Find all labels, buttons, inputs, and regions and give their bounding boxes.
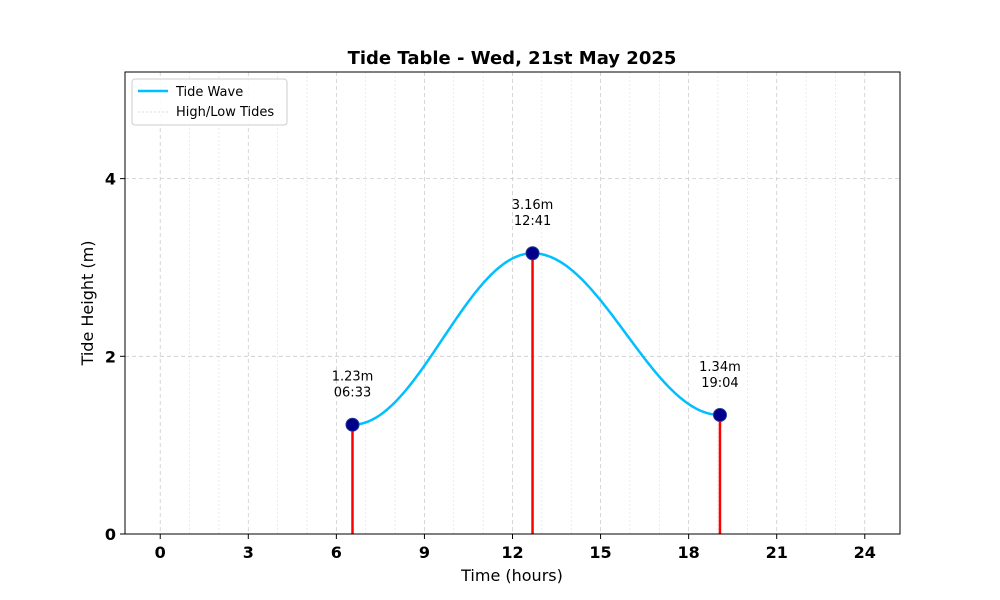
- x-tick-label: 0: [155, 543, 166, 562]
- y-axis-ticks: 0 2 4: [105, 170, 125, 544]
- chart-title: Tide Table - Wed, 21st May 2025: [348, 48, 677, 69]
- x-tick-label: 24: [854, 543, 876, 562]
- tide-height-label: 1.34m: [699, 360, 741, 375]
- x-tick-label: 9: [419, 543, 430, 562]
- x-tick-label: 21: [766, 543, 788, 562]
- y-tick-label: 0: [105, 525, 116, 544]
- legend-label-tide-wave: Tide Wave: [175, 85, 243, 100]
- tide-point-marker: [525, 246, 540, 261]
- tide-time-label: 06:33: [334, 386, 371, 401]
- legend-box: [131, 78, 288, 126]
- legend-label-high-low-tides: High/Low Tides: [176, 105, 274, 120]
- tide-height-label: 1.23m: [332, 370, 374, 385]
- tide-time-label: 19:04: [701, 376, 738, 391]
- y-tick-label: 2: [105, 347, 116, 366]
- x-axis-label: Time (hours): [460, 566, 563, 585]
- tide-height-label: 3.16m: [512, 198, 554, 213]
- x-tick-label: 15: [589, 543, 611, 562]
- y-tick-label: 4: [105, 170, 116, 189]
- tide-point-marker: [345, 417, 360, 432]
- x-axis-ticks: 0 3 6 9 12 15 18 21 24: [155, 534, 876, 562]
- grid-lines: [125, 72, 900, 535]
- tide-wave-line: [352, 251, 721, 426]
- x-tick-label: 6: [331, 543, 342, 562]
- x-tick-label: 12: [501, 543, 523, 562]
- legend: Tide Wave High/Low Tides: [131, 78, 288, 126]
- tide-point-marker: [712, 407, 727, 422]
- x-tick-label: 18: [678, 543, 700, 562]
- x-tick-label: 3: [243, 543, 254, 562]
- tide-time-label: 12:41: [514, 214, 551, 229]
- y-axis-label: Tide Height (m): [78, 241, 97, 367]
